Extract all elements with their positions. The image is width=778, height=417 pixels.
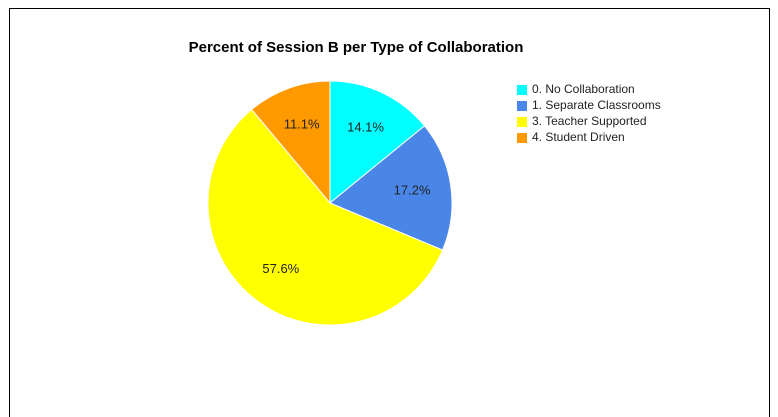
slice-label: 57.6% (262, 261, 299, 276)
legend-swatch (517, 133, 527, 143)
chart-title: Percent of Session B per Type of Collabo… (189, 39, 524, 56)
legend-swatch (517, 85, 527, 95)
legend-label: 1. Separate Classrooms (532, 98, 661, 112)
pie-slice (250, 80, 331, 205)
legend-label: 0. No Collaboration (532, 82, 635, 96)
pie-slice (329, 125, 453, 251)
slice-label: 17.2% (394, 182, 431, 197)
slice-label: 14.1% (347, 119, 384, 134)
frame (9, 8, 770, 417)
legend-label: 4. Student Driven (532, 130, 625, 144)
pie-slice (329, 80, 426, 205)
legend-swatch (517, 117, 527, 127)
slice-label: 11.1% (284, 116, 320, 131)
legend-swatch (517, 101, 527, 111)
pie-slice (207, 108, 444, 326)
legend-label: 3. Teacher Supported (532, 114, 647, 128)
